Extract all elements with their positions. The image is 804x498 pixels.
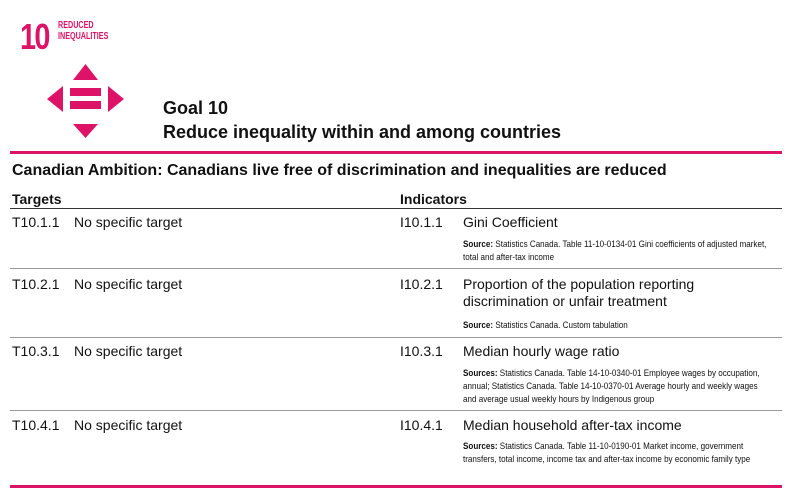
source-label: Source:: [463, 320, 494, 331]
source-label: Sources:: [463, 368, 498, 379]
divider: [10, 151, 782, 154]
rule: [10, 208, 782, 209]
rule: [10, 337, 782, 338]
indicator: Median household after-tax income: [463, 417, 682, 433]
rule: [10, 268, 782, 269]
target-code: T10.4.1: [12, 417, 60, 433]
indicator-code: I10.3.1: [400, 343, 443, 359]
indicator-code: I10.1.1: [400, 214, 443, 230]
indicator: Gini Coefficient: [463, 214, 558, 230]
source: Sources: Statistics Canada. Table 11-10-…: [463, 440, 769, 466]
goal-icon: [47, 64, 124, 138]
source: Source: Statistics Canada. Custom tabula…: [463, 319, 769, 332]
indicator-code: I10.2.1: [400, 276, 443, 292]
source-label: Sources:: [463, 441, 498, 452]
column-header: Indicators: [400, 191, 467, 207]
indicator: Median hourly wage ratio: [463, 343, 620, 359]
target: No specific target: [74, 417, 183, 433]
target-code: T10.2.1: [12, 276, 60, 292]
target-code: T10.3.1: [12, 343, 60, 359]
goal-label: REDUCED INEQUALITIES: [58, 20, 108, 42]
goal-heading: Goal 10: [163, 98, 229, 118]
goal-title: Reduce inequality within and among count…: [163, 122, 562, 142]
indicator-code: I10.4.1: [400, 417, 443, 433]
source: Source: Statistics Canada. Table 11-10-0…: [463, 238, 769, 264]
source-text: Statistics Canada. Table 11-10-0190-01 M…: [463, 441, 751, 465]
source-label: Source:: [463, 239, 494, 250]
column-header: Targets: [12, 191, 62, 207]
rule: [10, 410, 782, 411]
source: Sources: Statistics Canada. Table 14-10-…: [463, 367, 769, 406]
source-text: Statistics Canada. Custom tabulation: [495, 320, 628, 331]
target: No specific target: [74, 276, 183, 292]
source-text: Statistics Canada. Table 14-10-0340-01 E…: [463, 368, 760, 405]
source-text: Statistics Canada. Table 11-10-0134-01 G…: [463, 239, 767, 263]
label-line: INEQUALITIES: [58, 31, 109, 42]
target: No specific target: [74, 343, 183, 359]
indicator: Proportion of the population reporting d…: [463, 276, 695, 309]
goal-number: 10: [20, 16, 50, 57]
target-code: T10.1.1: [12, 214, 60, 230]
target: No specific target: [74, 214, 183, 230]
label-line: REDUCED: [58, 20, 94, 31]
ambition: Canadian Ambition: Canadians live free o…: [12, 162, 667, 179]
divider: [10, 485, 782, 488]
